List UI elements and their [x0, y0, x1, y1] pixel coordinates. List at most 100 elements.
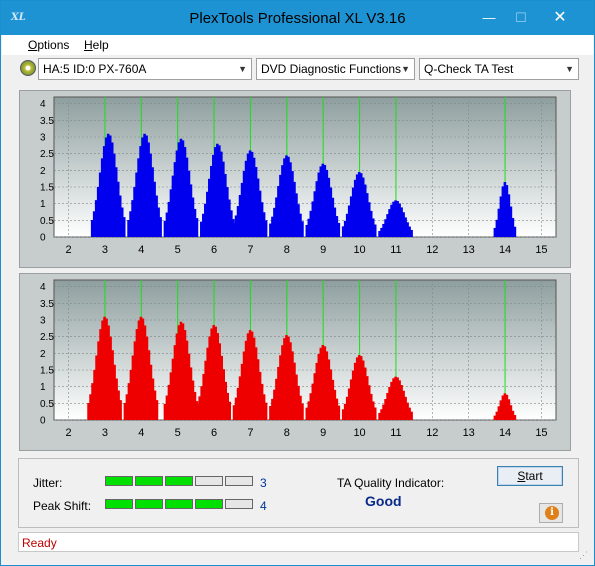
title-bar[interactable]: XL PlexTools Professional XL V3.16 — ☐ ✕	[1, 1, 594, 35]
histogram-bar	[155, 195, 158, 237]
histogram-bar	[329, 369, 333, 420]
histogram-bar	[335, 216, 339, 237]
histogram-bar	[331, 197, 335, 237]
histogram-bar	[327, 177, 331, 237]
histogram-bar	[281, 165, 284, 237]
histogram-bar	[246, 153, 250, 237]
histogram-bar	[137, 320, 141, 420]
histogram-bar	[305, 407, 309, 420]
histogram-bar	[402, 212, 405, 237]
histogram-bar	[501, 186, 505, 237]
histogram-bar	[357, 355, 361, 420]
histogram-bar	[94, 200, 98, 237]
histogram-bar	[337, 222, 341, 237]
histogram-bar	[113, 364, 116, 420]
histogram-bar	[173, 162, 177, 237]
histogram-bar	[277, 366, 280, 420]
histogram-bar	[264, 220, 268, 237]
resize-grip-icon[interactable]: ⋰	[579, 550, 588, 560]
x-tick-label: 3	[102, 427, 108, 439]
histogram-bar	[139, 146, 142, 237]
histogram-bar	[167, 201, 171, 237]
histogram-bar	[193, 208, 197, 237]
histogram-bar	[187, 170, 191, 237]
menu-help[interactable]: Help	[84, 38, 109, 52]
histogram-bar	[301, 403, 304, 420]
histogram-bar	[123, 403, 127, 420]
histogram-bar	[382, 223, 385, 237]
histogram-bar	[361, 177, 365, 237]
histogram-bar	[495, 219, 499, 237]
histogram-bar	[108, 135, 112, 237]
y-tick-label: 3.5	[40, 299, 54, 310]
histogram-bar	[380, 227, 383, 237]
histogram-bar	[329, 187, 333, 237]
histogram-bar	[107, 325, 110, 420]
histogram-bar	[388, 209, 391, 237]
histogram-bar	[173, 345, 177, 420]
histogram-bar	[357, 172, 361, 237]
drive-select[interactable]: HA:5 ID:0 PX-760A ▼	[38, 58, 252, 80]
menu-options[interactable]: Options	[28, 38, 69, 52]
histogram-bar	[369, 210, 373, 237]
x-tick-label: 2	[65, 244, 71, 256]
histogram-bar	[127, 220, 130, 237]
histogram-bar	[369, 393, 373, 420]
y-tick-label: 0.5	[40, 399, 54, 410]
histogram-bar	[159, 217, 162, 237]
histogram-bar	[301, 221, 304, 237]
y-tick-label: 1	[40, 382, 46, 393]
chevron-down-icon: ▼	[238, 64, 247, 74]
x-tick-label: 8	[284, 244, 290, 256]
y-tick-label: 2	[40, 166, 46, 177]
histogram-bar	[408, 407, 411, 420]
x-tick-label: 5	[175, 244, 181, 256]
histogram-bar	[295, 193, 298, 237]
ta-quality-value: Good	[365, 493, 402, 509]
histogram-bar	[200, 221, 203, 237]
histogram-bar	[153, 390, 157, 420]
function-select-value: DVD Diagnostic Functions	[261, 62, 402, 76]
minimize-button[interactable]: —	[482, 10, 496, 25]
y-tick-label: 2.5	[40, 149, 54, 160]
histogram-bar	[252, 337, 256, 420]
histogram-bar	[248, 150, 252, 237]
histogram-bar	[189, 184, 193, 237]
histogram-bar	[200, 386, 203, 420]
histogram-bar	[309, 393, 313, 420]
histogram-bar	[365, 376, 369, 420]
histogram-bar	[103, 316, 106, 420]
histogram-bar	[89, 394, 92, 420]
status-text: Ready	[22, 536, 57, 550]
histogram-bar	[110, 142, 114, 237]
histogram-bar	[143, 133, 146, 237]
test-select[interactable]: Q-Check TA Test ▼	[419, 58, 579, 80]
function-select[interactable]: DVD Diagnostic Functions ▼	[256, 58, 415, 80]
histogram-bar	[254, 347, 258, 420]
histogram-bar	[382, 404, 385, 420]
histogram-bar	[289, 162, 292, 237]
histogram-bar	[145, 135, 148, 237]
histogram-bar	[220, 355, 223, 420]
y-tick-label: 0	[40, 416, 46, 427]
x-tick-label: 9	[320, 427, 326, 439]
y-tick-label: 2.5	[40, 332, 54, 343]
histogram-bar	[367, 202, 371, 237]
histogram-bar	[353, 179, 357, 237]
info-button[interactable]: i	[539, 503, 563, 523]
meter-segment	[165, 476, 193, 486]
histogram-bar	[281, 345, 284, 420]
histogram-bar	[120, 207, 124, 237]
histogram-bar	[410, 411, 413, 420]
maximize-button[interactable]: ☐	[515, 10, 527, 25]
histogram-bar	[394, 376, 397, 420]
close-button[interactable]: ✕	[553, 9, 567, 26]
histogram-bar	[204, 360, 207, 420]
histogram-bar	[171, 175, 175, 237]
histogram-bar	[171, 358, 175, 420]
histogram-bar	[250, 331, 254, 420]
histogram-bar	[185, 340, 189, 420]
histogram-bar	[299, 213, 302, 237]
histogram-bar	[378, 412, 381, 420]
start-button[interactable]: Start	[497, 466, 563, 486]
